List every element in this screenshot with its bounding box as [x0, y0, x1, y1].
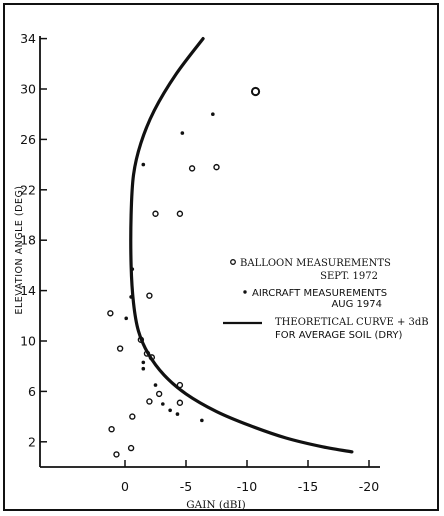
balloon-point	[137, 336, 145, 343]
y-tick-label: 18	[20, 233, 36, 248]
x-tick-label: 0	[121, 479, 129, 494]
aircraft-point	[141, 366, 146, 371]
balloon-point	[113, 451, 120, 458]
y-axis-title: ELEVATION ANGLE (DEG)	[14, 185, 25, 314]
y-tick-label: 2	[28, 434, 36, 449]
x-tick-label: -5	[180, 479, 192, 494]
y-tick-label: 14	[20, 283, 36, 298]
legend-balloon-label: BALLOON MEASUREMENTS	[240, 258, 391, 269]
legend-aircraft-date: AUG 1974	[331, 299, 382, 310]
theoretical-curve-layer	[129, 37, 354, 454]
legend: BALLOON MEASUREMENTS SEPT. 1972 AIRCRAFT…	[223, 258, 429, 341]
balloon-point	[250, 86, 261, 97]
balloon-point	[213, 163, 220, 171]
legend-balloon-marker	[230, 259, 236, 265]
axes	[39, 36, 380, 468]
balloon-point	[129, 413, 136, 420]
x-tick-label: -10	[237, 479, 257, 494]
balloon-point	[148, 354, 156, 361]
legend-balloon-date: SEPT. 1972	[320, 271, 378, 282]
x-axis-title: GAIN (dBI)	[186, 499, 245, 511]
aircraft-point	[161, 402, 165, 406]
aircraft-point	[153, 383, 158, 387]
balloon-point	[127, 444, 135, 452]
x-tick-label: -20	[359, 479, 379, 494]
legend-aircraft-marker	[243, 290, 247, 294]
balloon-point	[176, 399, 184, 406]
y-tick-label: 6	[28, 384, 36, 399]
aircraft-point	[141, 360, 146, 365]
balloon-point	[143, 350, 151, 357]
theoretical-curve	[129, 37, 354, 454]
x-axis-ticks: 0 -5 -10 -15 -20	[121, 460, 379, 494]
aircraft-point	[141, 162, 146, 167]
balloon-point	[188, 165, 196, 172]
balloon-point	[155, 390, 163, 398]
figure-border	[3, 3, 439, 511]
aircraft-point	[124, 316, 129, 321]
y-tick-label: 10	[20, 334, 36, 349]
balloon-point	[116, 345, 124, 352]
balloon-point	[107, 310, 114, 317]
aircraft-point	[180, 131, 185, 135]
measurement-points-layer	[107, 86, 261, 458]
y-tick-label: 34	[20, 31, 36, 46]
aircraft-point	[129, 295, 133, 299]
aircraft-point	[211, 112, 215, 116]
legend-theory-soil: FOR AVERAGE SOIL (DRY)	[275, 330, 403, 341]
legend-aircraft-label: AIRCRAFT MEASUREMENTS	[252, 288, 387, 299]
balloon-point	[108, 426, 115, 433]
balloon-point	[146, 292, 153, 299]
aircraft-point	[130, 267, 135, 271]
balloon-point	[176, 210, 184, 217]
legend-theory-label: THEORETICAL CURVE + 3dB	[275, 317, 429, 328]
y-tick-label: 22	[20, 182, 36, 197]
y-tick-label: 26	[20, 132, 36, 147]
aircraft-point	[200, 418, 204, 423]
balloon-point	[176, 381, 184, 389]
balloon-point	[152, 210, 159, 217]
balloon-point	[146, 398, 153, 405]
aircraft-point	[168, 408, 172, 413]
aircraft-point	[175, 412, 180, 416]
x-tick-label: -15	[298, 479, 318, 494]
y-tick-label: 30	[20, 82, 36, 97]
